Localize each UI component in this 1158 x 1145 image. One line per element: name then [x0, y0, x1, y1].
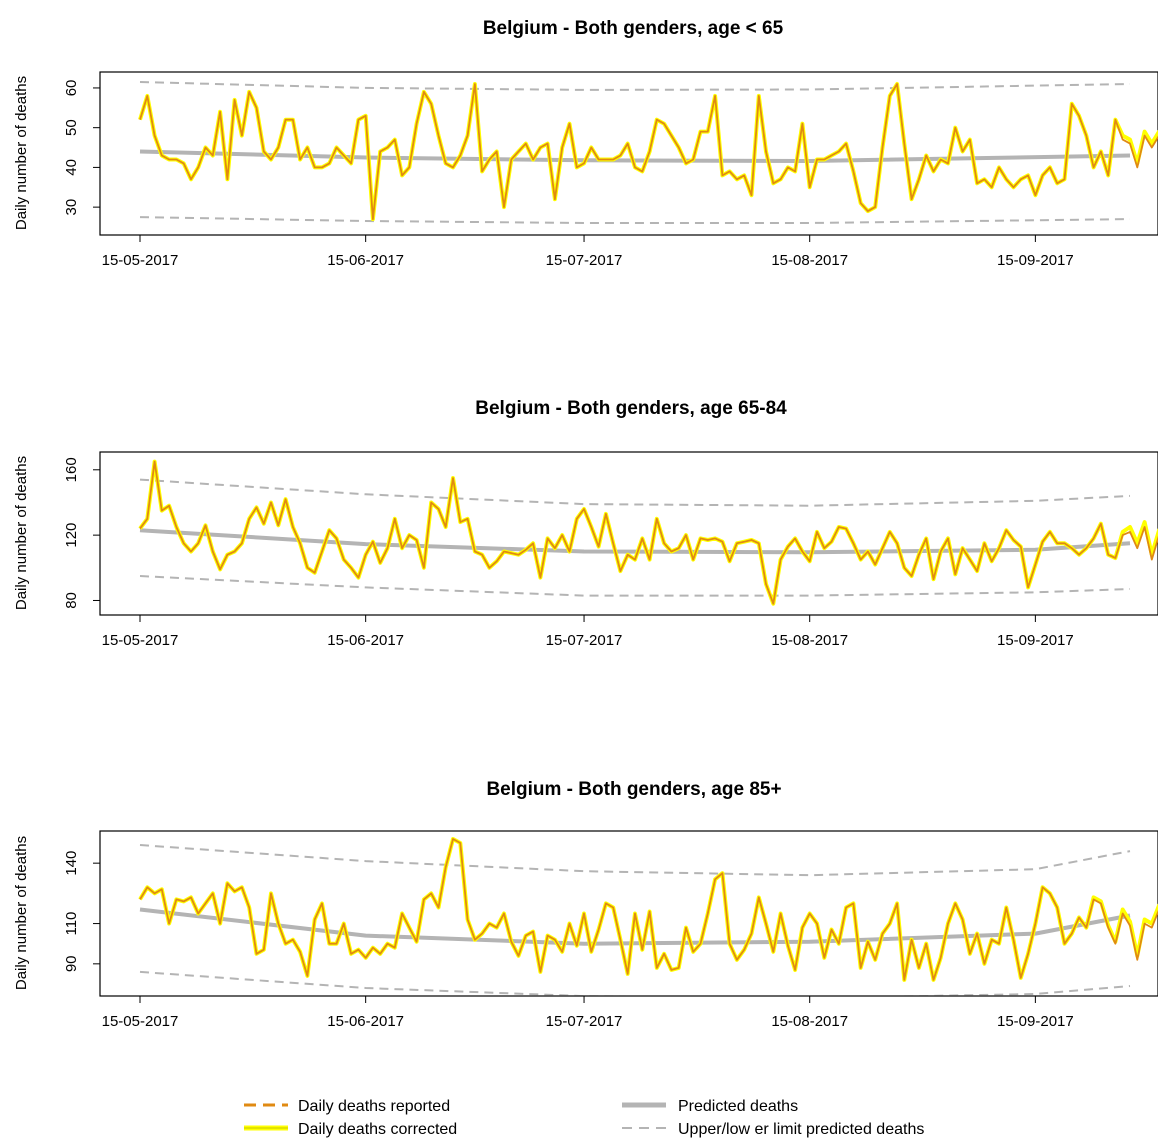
- corrected-line: [138, 82, 1158, 222]
- x-tick-label: 15-09-2017: [997, 632, 1074, 649]
- x-tick-label: 15-06-2017: [327, 1013, 404, 1030]
- x-tick-label: 15-07-2017: [546, 1013, 623, 1030]
- legend-label-limits: Upper/low er limit predicted deaths: [678, 1121, 924, 1138]
- x-tick-label: 15-05-2017: [102, 1013, 179, 1030]
- y-tick-label: 80: [63, 592, 80, 609]
- x-tick-label: 15-09-2017: [997, 252, 1074, 269]
- y-axis: 30 40 50 60: [63, 80, 101, 216]
- y-axis: 80 120 160: [63, 457, 101, 609]
- legend-label-predicted: Predicted deaths: [678, 1098, 798, 1115]
- panel-age-65-84: Belgium - Both genders, age 65-84 Daily …: [13, 398, 1158, 649]
- legend: Daily deaths reported Daily deaths corre…: [244, 1098, 924, 1138]
- legend-label-reported: Daily deaths reported: [298, 1098, 450, 1115]
- limit-lines: [139, 844, 1131, 996]
- series-reported: [139, 460, 1158, 605]
- x-tick-label: 15-07-2017: [546, 252, 623, 269]
- y-tick-label: 110: [63, 912, 80, 936]
- x-tick-label: 15-09-2017: [997, 1013, 1074, 1030]
- y-axis: 90 110 140: [63, 851, 101, 972]
- series-lower-limit: [139, 970, 1131, 996]
- y-tick-label: 50: [63, 119, 80, 136]
- reported-line: [139, 460, 1158, 605]
- panel-title: Belgium - Both genders, age 85+: [486, 779, 781, 800]
- x-tick-label: 15-05-2017: [102, 632, 179, 649]
- y-tick-label: 160: [63, 457, 80, 482]
- reported-line: [139, 838, 1158, 981]
- x-tick-label: 15-08-2017: [771, 1013, 848, 1030]
- series-upper-limit: [139, 81, 1131, 91]
- limit-lines: [139, 478, 1131, 597]
- y-tick-label: 90: [63, 955, 80, 972]
- x-axis: 15-05-2017 15-06-2017 15-07-2017 15-08-2017…: [102, 995, 1074, 1030]
- y-tick-label: 40: [63, 159, 80, 176]
- series-lower-limit: [139, 575, 1131, 597]
- x-tick-label: 15-08-2017: [771, 632, 848, 649]
- x-axis: 15-05-2017 15-06-2017 15-07-2017 15-08-2017…: [102, 234, 1074, 269]
- x-tick-label: 15-07-2017: [546, 632, 623, 649]
- reported-line: [139, 83, 1158, 220]
- series-upper-limit: [139, 844, 1131, 877]
- x-tick-label: 15-06-2017: [327, 252, 404, 269]
- series-upper-limit: [139, 478, 1131, 507]
- panel-age-85-plus: Belgium - Both genders, age 85+ Daily nu…: [13, 779, 1158, 1030]
- legend-label-corrected: Daily deaths corrected: [298, 1121, 457, 1138]
- y-tick-label: 140: [63, 851, 80, 876]
- series-predicted: [139, 149, 1131, 163]
- series-lower-limit: [139, 216, 1131, 224]
- y-tick-label: 30: [63, 199, 80, 216]
- y-axis-label: Daily number of deaths: [13, 76, 30, 230]
- y-tick-label: 60: [63, 80, 80, 97]
- series-reported: [139, 838, 1158, 981]
- x-tick-label: 15-08-2017: [771, 252, 848, 269]
- limit-lines: [139, 81, 1131, 224]
- y-axis-label: Daily number of deaths: [13, 836, 30, 990]
- y-axis-label: Daily number of deaths: [13, 456, 30, 610]
- x-axis: 15-05-2017 15-06-2017 15-07-2017 15-08-2017…: [102, 614, 1074, 649]
- series-reported: [139, 83, 1158, 220]
- predicted-line: [139, 149, 1131, 163]
- y-tick-label: 120: [63, 523, 80, 548]
- plot-frame: [99, 451, 1158, 616]
- panel-title: Belgium - Both genders, age < 65: [483, 18, 784, 39]
- series-corrected: [138, 82, 1158, 222]
- panel-title: Belgium - Both genders, age 65-84: [475, 398, 787, 419]
- panel-age-under-65: Belgium - Both genders, age < 65 Daily n…: [13, 18, 1158, 269]
- x-tick-label: 15-05-2017: [102, 252, 179, 269]
- x-tick-label: 15-06-2017: [327, 632, 404, 649]
